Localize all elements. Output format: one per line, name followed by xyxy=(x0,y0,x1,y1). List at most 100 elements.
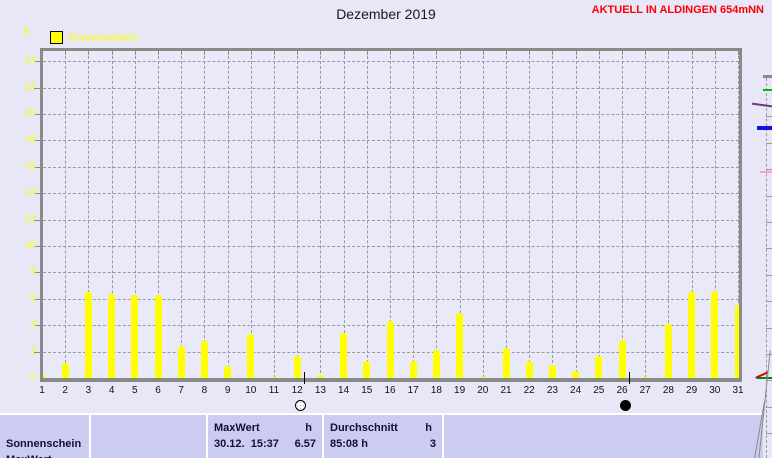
bar-day-24 xyxy=(572,371,580,378)
gridline-v xyxy=(668,51,670,378)
bar-day-17 xyxy=(409,360,417,378)
y-axis-tick-label: 6 xyxy=(30,292,36,304)
gridline-v xyxy=(343,51,345,378)
gridline-v xyxy=(111,51,113,378)
bar-day-3 xyxy=(84,292,92,378)
x-axis-day-label: 17 xyxy=(407,385,419,396)
x-axis-top-tick xyxy=(459,51,461,55)
y-axis-tick xyxy=(34,272,40,274)
y-axis-tick xyxy=(34,246,40,247)
stats-col-durchschnitt: Durchschnitt h 85:08 h 3 xyxy=(322,415,442,458)
x-axis-day-label: 27 xyxy=(639,385,651,396)
adjacent-gridline-h xyxy=(766,301,772,302)
y-axis-tick xyxy=(34,325,40,327)
gridline-v xyxy=(645,51,647,378)
maxwert-header: MaxWert xyxy=(214,422,260,434)
x-axis-day-label: 31 xyxy=(732,385,744,396)
y-axis-tick-label: 10 xyxy=(24,240,36,251)
full-moon-icon xyxy=(295,400,307,411)
bar-day-26 xyxy=(618,339,626,378)
y-axis-tick-label: 4 xyxy=(30,319,36,331)
gridline-v xyxy=(88,51,90,378)
x-axis-day-label: 19 xyxy=(454,385,466,396)
adjacent-gridline-h xyxy=(766,248,772,249)
y-axis-tick-label: 14 xyxy=(24,187,36,199)
adjacent-series-darkgreen xyxy=(757,377,772,379)
gridline-v xyxy=(181,51,183,378)
gridline-v xyxy=(134,51,136,378)
adjacent-gridline-v xyxy=(766,78,767,458)
station-status-text: AKTUELL IN ALDINGEN 654mNN xyxy=(591,4,764,16)
bar-day-10 xyxy=(247,334,255,378)
x-axis-day-label: 20 xyxy=(477,385,489,396)
x-axis-top-tick xyxy=(250,51,252,55)
gridline-v xyxy=(65,51,67,378)
gridline-h xyxy=(43,114,739,115)
bar-day-25 xyxy=(595,355,603,378)
adjacent-gridline-h xyxy=(766,275,772,276)
y-axis-tick-label: 8 xyxy=(30,266,36,278)
bar-day-4 xyxy=(108,293,116,378)
adjacent-gridline-h xyxy=(766,433,772,434)
gridline-v xyxy=(227,51,229,378)
gridline-h xyxy=(43,193,739,195)
chart-plot-area[interactable] xyxy=(43,51,739,378)
gridline-v xyxy=(482,51,484,378)
y-axis-tick-label: 12 xyxy=(24,213,36,225)
y-axis-tick xyxy=(34,140,40,142)
new-moon-icon xyxy=(619,400,631,411)
adjacent-gridline-h xyxy=(766,328,772,329)
x-axis-top-tick xyxy=(622,51,623,55)
gridline-v xyxy=(622,51,623,378)
stats-col-empty-1 xyxy=(89,415,206,458)
adjacent-gridline-h xyxy=(766,116,772,117)
y-axis-tick-label: 16 xyxy=(24,160,36,172)
x-axis-top-tick xyxy=(738,51,739,55)
x-axis-day-label: 15 xyxy=(361,385,373,396)
y-axis-tick xyxy=(34,193,40,195)
y-axis-tick xyxy=(34,166,40,168)
maxwert-value: 6.57 xyxy=(294,438,316,450)
x-axis-day-label: 23 xyxy=(546,385,558,396)
y-axis-tick xyxy=(34,61,40,63)
x-axis-day-label: 11 xyxy=(268,385,280,396)
bar-day-9 xyxy=(224,366,232,378)
x-axis-top-tick xyxy=(668,51,670,55)
gridline-v xyxy=(575,51,577,378)
bar-day-7 xyxy=(177,346,185,378)
adjacent-gridline-h xyxy=(766,196,772,197)
x-axis-day-label: 18 xyxy=(430,385,442,396)
maxwert-unit: h xyxy=(305,422,312,434)
gridline-v xyxy=(714,51,716,378)
bar-day-11 xyxy=(270,376,278,378)
x-axis-day-label: 3 xyxy=(85,385,92,396)
gridline-v xyxy=(390,51,391,378)
gridline-h xyxy=(43,246,739,247)
adjacent-series-pink xyxy=(760,171,772,173)
bar-day-23 xyxy=(548,364,556,378)
legend-label: Sonnenschein xyxy=(68,31,138,44)
x-axis-top-tick xyxy=(390,51,391,55)
gridline-h xyxy=(43,140,739,142)
bar-day-15 xyxy=(363,360,371,378)
gridline-v xyxy=(459,51,461,378)
maxwert-datetime: 30.12. 15:37 xyxy=(214,438,279,450)
bar-day-8 xyxy=(200,341,208,378)
x-axis-day-label: 14 xyxy=(338,385,350,396)
x-axis-day-label: 12 xyxy=(291,385,303,396)
x-axis-top-tick xyxy=(320,51,322,55)
x-axis-top-tick xyxy=(506,51,507,55)
bar-day-16 xyxy=(386,321,394,378)
adjacent-gridline-h xyxy=(766,380,772,381)
stats-col-sensor: Sonnenschein MaxWert xyxy=(0,415,89,458)
legend-swatch-icon xyxy=(50,31,63,44)
stats-next-row-label: MaxWert xyxy=(6,454,52,458)
bar-day-19 xyxy=(456,313,464,378)
gridline-v xyxy=(250,51,252,378)
x-axis-top-tick xyxy=(111,51,113,55)
x-axis-day-label: 25 xyxy=(593,385,605,396)
gridline-v xyxy=(506,51,507,378)
x-axis-top-tick xyxy=(181,51,183,55)
x-axis-day-label: 16 xyxy=(384,385,396,396)
